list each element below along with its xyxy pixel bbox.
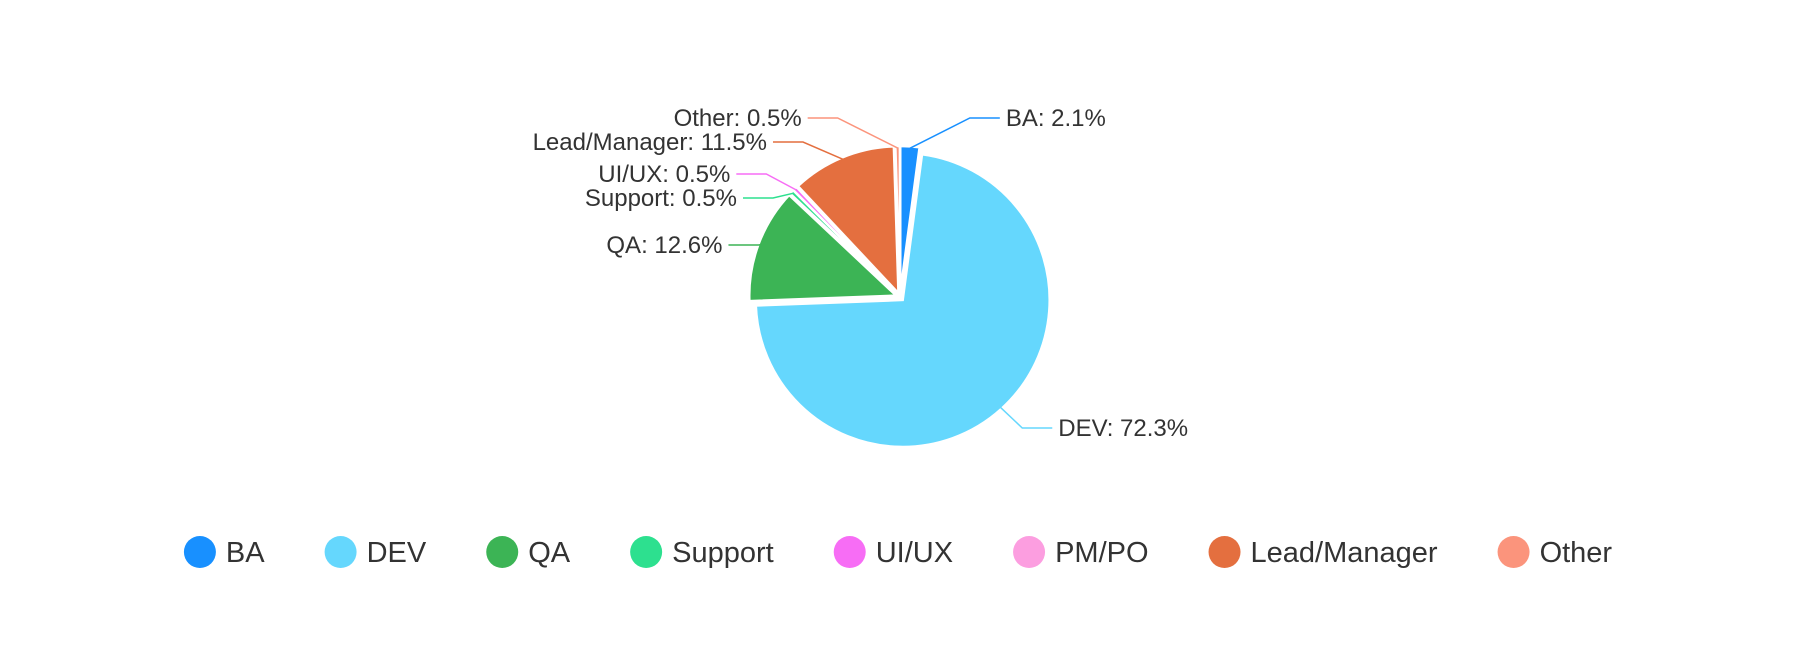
legend-marker-dev — [325, 536, 357, 568]
legend-marker-other — [1498, 536, 1530, 568]
slice-label-ba: BA: 2.1% — [1006, 105, 1106, 132]
legend-label-pm-po: PM/PO — [1055, 537, 1148, 569]
legend-item-ba[interactable]: BA — [184, 536, 265, 569]
legend-marker-lead-manager — [1209, 536, 1241, 568]
legend-item-dev[interactable]: DEV — [325, 536, 427, 569]
legend-marker-qa — [486, 536, 518, 568]
slice-label-support: Support: 0.5% — [585, 185, 737, 212]
leader-line-ba — [910, 118, 1000, 148]
leader-line-ui-ux — [736, 174, 796, 190]
legend-label-support: Support — [672, 537, 774, 569]
legend-marker-pm-po — [1013, 536, 1045, 568]
pie-slices — [749, 146, 1049, 447]
legend-marker-ba — [184, 536, 216, 568]
legend-label-other: Other — [1540, 537, 1613, 569]
legend-item-ui-ux[interactable]: UI/UX — [834, 536, 953, 569]
leader-line-dev — [1000, 407, 1052, 428]
leader-line-lead-manager — [773, 142, 843, 159]
legend-marker-ui-ux — [834, 536, 866, 568]
slice-label-lead-manager: Lead/Manager: 11.5% — [533, 129, 767, 156]
legend-item-lead-manager[interactable]: Lead/Manager — [1209, 536, 1438, 569]
legend-label-ba: BA — [226, 537, 265, 569]
legend-label-lead-manager: Lead/Manager — [1251, 537, 1438, 569]
legend-label-dev: DEV — [367, 537, 427, 569]
slice-label-qa: QA: 12.6% — [606, 232, 722, 259]
legend-label-qa: QA — [528, 537, 571, 569]
slice-label-dev: DEV: 72.3% — [1058, 415, 1188, 442]
legend-item-other[interactable]: Other — [1498, 536, 1613, 569]
legend-item-support[interactable]: Support — [630, 536, 774, 569]
legend-marker-support — [630, 536, 662, 568]
slice-label-other: Other: 0.5% — [674, 105, 802, 132]
legend-item-qa[interactable]: QA — [486, 536, 571, 569]
slice-label-ui-ux: UI/UX: 0.5% — [598, 161, 730, 188]
legend: BA DEV QA Support UI/UX PM/PO Lead/Manager Othe… — [184, 536, 1613, 569]
leader-line-other — [808, 118, 898, 148]
legend-label-ui-ux: UI/UX — [876, 537, 953, 569]
legend-item-pm-po[interactable]: PM/PO — [1013, 536, 1148, 569]
